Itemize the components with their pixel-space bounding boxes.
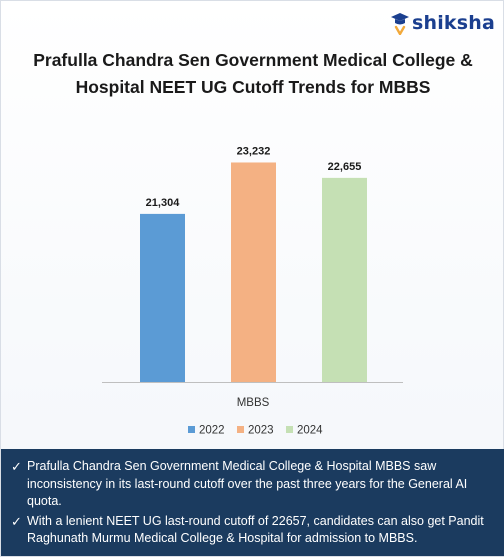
legend-swatch-2023 — [237, 426, 244, 433]
insights-panel: ✓ Prafulla Chandra Sen Government Medica… — [1, 449, 504, 556]
legend-label-2022: 2022 — [199, 425, 225, 437]
x-tick-label: MBBS — [237, 397, 270, 409]
insight-item: ✓ Prafulla Chandra Sen Government Medica… — [11, 458, 495, 511]
legend-label-2023: 2023 — [248, 425, 274, 437]
chart-title: Prafulla Chandra Sen Government Medical … — [1, 47, 504, 101]
bar-2022 — [140, 213, 185, 382]
legend-label-2024: 2024 — [297, 425, 323, 437]
graduation-cap-icon — [390, 13, 409, 35]
chart-title-line-1: Prafulla Chandra Sen Government Medical … — [33, 50, 473, 70]
insight-text: With a lenient NEET UG last-round cutoff… — [27, 513, 484, 546]
bar-2024 — [322, 177, 367, 382]
bar-chart: 21,304 23,232 22,655 MBBS 2022 2023 2024 — [102, 145, 403, 437]
data-label-2023: 23,232 — [237, 145, 271, 157]
brand-name: shiksha — [411, 12, 495, 34]
checkmark-icon: ✓ — [11, 513, 22, 529]
checkmark-icon: ✓ — [11, 459, 22, 474]
legend-swatch-2022 — [188, 426, 195, 433]
insight-text: Prafulla Chandra Sen Government Medical … — [27, 459, 468, 508]
chart-title-line-2: Hospital NEET UG Cutoff Trends for MBBS — [75, 77, 431, 97]
bar-2023 — [231, 162, 276, 382]
brand-logo[interactable]: shiksha — [390, 11, 495, 35]
legend-swatch-2024 — [286, 426, 293, 433]
insight-item: ✓ With a lenient NEET UG last-round cuto… — [11, 513, 495, 548]
data-label-2024: 22,655 — [328, 161, 362, 173]
data-label-2022: 21,304 — [146, 197, 181, 209]
